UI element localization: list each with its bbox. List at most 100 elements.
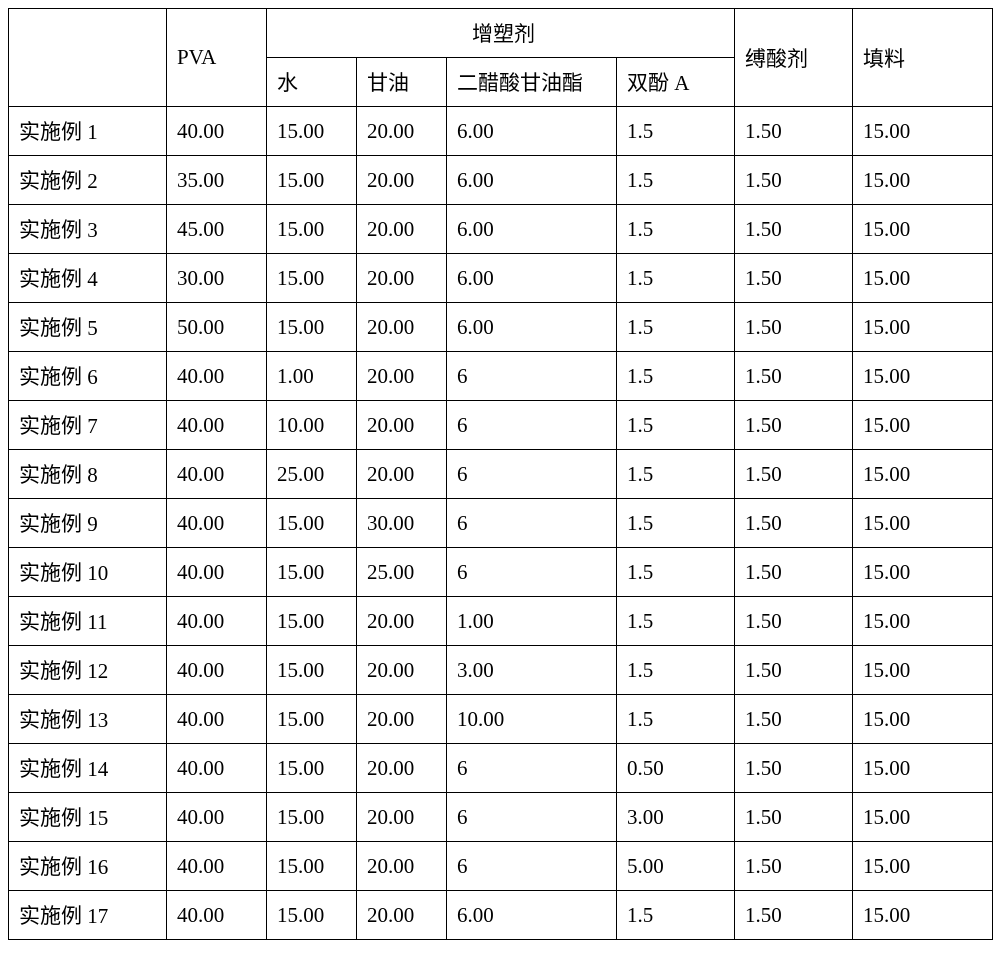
cell-glycerin-text: 20.00 xyxy=(357,903,446,928)
cell-pva-text: 40.00 xyxy=(167,756,266,781)
cell-glycerin-text: 20.00 xyxy=(357,756,446,781)
cell-acid: 1.50 xyxy=(735,744,853,793)
cell-acid: 1.50 xyxy=(735,793,853,842)
cell-pva: 40.00 xyxy=(167,842,267,891)
cell-pva-text: 40.00 xyxy=(167,609,266,634)
cell-filler: 15.00 xyxy=(853,646,993,695)
cell-bpa-text: 1.5 xyxy=(617,707,734,732)
cell-pva: 40.00 xyxy=(167,597,267,646)
cell-acid-text: 1.50 xyxy=(735,364,852,389)
cell-water: 15.00 xyxy=(267,107,357,156)
cell-acid: 1.50 xyxy=(735,205,853,254)
cell-glycerin: 25.00 xyxy=(357,548,447,597)
row-label: 实施例 17 xyxy=(9,891,167,940)
cell-bpa: 1.5 xyxy=(617,401,735,450)
cell-acid-text: 1.50 xyxy=(735,805,852,830)
cell-diacetin-text: 6 xyxy=(447,756,616,781)
cell-diacetin: 6 xyxy=(447,793,617,842)
cell-pva-text: 40.00 xyxy=(167,119,266,144)
cell-filler-text: 15.00 xyxy=(853,266,992,291)
row-label: 实施例 3 xyxy=(9,205,167,254)
cell-filler: 15.00 xyxy=(853,548,993,597)
cell-bpa: 1.5 xyxy=(617,499,735,548)
row-label-text: 实施例 13 xyxy=(9,704,166,734)
cell-water: 10.00 xyxy=(267,401,357,450)
cell-water: 15.00 xyxy=(267,205,357,254)
cell-bpa: 0.50 xyxy=(617,744,735,793)
cell-filler: 15.00 xyxy=(853,499,993,548)
cell-acid-text: 1.50 xyxy=(735,756,852,781)
cell-filler-text: 15.00 xyxy=(853,462,992,487)
row-label: 实施例 9 xyxy=(9,499,167,548)
cell-water: 15.00 xyxy=(267,891,357,940)
cell-diacetin: 1.00 xyxy=(447,597,617,646)
cell-glycerin: 20.00 xyxy=(357,401,447,450)
cell-pva-text: 40.00 xyxy=(167,805,266,830)
cell-water-text: 15.00 xyxy=(267,707,356,732)
cell-diacetin: 6.00 xyxy=(447,891,617,940)
cell-glycerin-text: 20.00 xyxy=(357,119,446,144)
cell-glycerin: 20.00 xyxy=(357,156,447,205)
cell-water: 15.00 xyxy=(267,842,357,891)
cell-bpa-text: 1.5 xyxy=(617,903,734,928)
cell-filler-text: 15.00 xyxy=(853,119,992,144)
header-filler: 填料 xyxy=(853,9,993,107)
header-blank xyxy=(9,9,167,107)
cell-filler: 15.00 xyxy=(853,303,993,352)
row-label-text: 实施例 3 xyxy=(9,214,166,244)
cell-acid: 1.50 xyxy=(735,450,853,499)
cell-diacetin: 6.00 xyxy=(447,205,617,254)
row-label: 实施例 13 xyxy=(9,695,167,744)
cell-glycerin-text: 20.00 xyxy=(357,266,446,291)
header-diacetin: 二醋酸甘油酯 xyxy=(447,58,617,107)
cell-diacetin: 6 xyxy=(447,744,617,793)
cell-water: 15.00 xyxy=(267,695,357,744)
row-label-text: 实施例 12 xyxy=(9,655,166,685)
cell-pva-text: 35.00 xyxy=(167,168,266,193)
cell-acid-text: 1.50 xyxy=(735,413,852,438)
cell-glycerin: 20.00 xyxy=(357,793,447,842)
cell-filler: 15.00 xyxy=(853,744,993,793)
row-label-text: 实施例 14 xyxy=(9,753,166,783)
cell-filler: 15.00 xyxy=(853,156,993,205)
cell-acid-text: 1.50 xyxy=(735,511,852,536)
row-label-text: 实施例 8 xyxy=(9,459,166,489)
cell-bpa-text: 1.5 xyxy=(617,462,734,487)
row-label: 实施例 6 xyxy=(9,352,167,401)
cell-diacetin-text: 10.00 xyxy=(447,707,616,732)
cell-bpa-text: 1.5 xyxy=(617,266,734,291)
row-label: 实施例 16 xyxy=(9,842,167,891)
cell-glycerin-text: 20.00 xyxy=(357,707,446,732)
cell-water-text: 15.00 xyxy=(267,560,356,585)
cell-filler-text: 15.00 xyxy=(853,560,992,585)
cell-bpa: 1.5 xyxy=(617,107,735,156)
cell-filler-text: 15.00 xyxy=(853,364,992,389)
row-label: 实施例 8 xyxy=(9,450,167,499)
cell-filler-text: 15.00 xyxy=(853,707,992,732)
cell-bpa: 1.5 xyxy=(617,254,735,303)
cell-diacetin-text: 6 xyxy=(447,511,616,536)
cell-acid: 1.50 xyxy=(735,107,853,156)
cell-pva-text: 50.00 xyxy=(167,315,266,340)
cell-bpa: 1.5 xyxy=(617,205,735,254)
row-label: 实施例 5 xyxy=(9,303,167,352)
cell-pva-text: 40.00 xyxy=(167,413,266,438)
cell-glycerin-text: 20.00 xyxy=(357,854,446,879)
cell-acid-text: 1.50 xyxy=(735,658,852,683)
row-label-text: 实施例 6 xyxy=(9,361,166,391)
cell-glycerin-text: 20.00 xyxy=(357,805,446,830)
cell-filler: 15.00 xyxy=(853,107,993,156)
cell-pva: 40.00 xyxy=(167,646,267,695)
cell-glycerin: 20.00 xyxy=(357,744,447,793)
cell-glycerin-text: 20.00 xyxy=(357,217,446,242)
cell-pva-text: 30.00 xyxy=(167,266,266,291)
cell-diacetin-text: 6.00 xyxy=(447,903,616,928)
cell-diacetin: 3.00 xyxy=(447,646,617,695)
cell-filler: 15.00 xyxy=(853,842,993,891)
cell-glycerin: 30.00 xyxy=(357,499,447,548)
cell-glycerin-text: 20.00 xyxy=(357,168,446,193)
row-label-text: 实施例 4 xyxy=(9,263,166,293)
cell-water-text: 1.00 xyxy=(267,364,356,389)
cell-water: 15.00 xyxy=(267,793,357,842)
cell-water-text: 15.00 xyxy=(267,119,356,144)
